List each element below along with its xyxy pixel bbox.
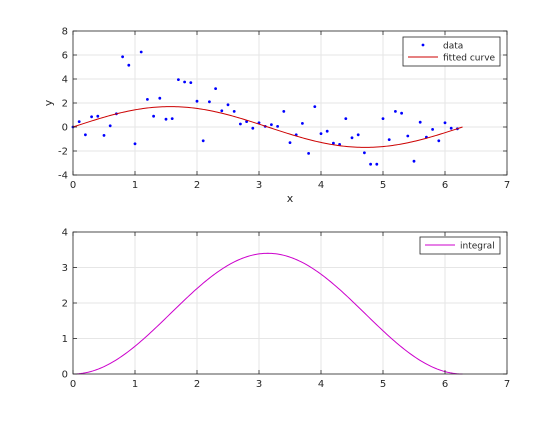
data-point	[418, 120, 422, 124]
data-point	[307, 152, 310, 155]
data-point	[301, 122, 304, 125]
y-tick-label: -2	[58, 147, 68, 158]
data-point	[381, 117, 385, 120]
data-point	[344, 117, 348, 120]
legend: integral	[419, 236, 501, 255]
legend-label: integral	[460, 242, 495, 252]
legend-box	[402, 36, 501, 67]
data-point	[369, 162, 372, 166]
data-point	[375, 162, 379, 166]
legend-label: fitted curve	[443, 54, 496, 64]
data-point	[96, 114, 100, 118]
data-point	[183, 80, 187, 84]
data-point	[350, 136, 354, 140]
data-point	[406, 134, 410, 138]
x-tick-label: 4	[318, 379, 324, 390]
x-tick-label: 3	[256, 180, 262, 191]
data-point	[90, 115, 93, 119]
y-tick-label: 4	[62, 75, 68, 86]
legend-marker	[421, 43, 425, 47]
data-point	[139, 50, 143, 54]
data-point	[276, 125, 279, 128]
x-tick-label: 0	[70, 180, 76, 191]
x-tick-label: 5	[380, 379, 386, 390]
data-point	[214, 87, 218, 90]
data-point	[400, 111, 403, 115]
data-point	[431, 127, 434, 131]
x-tick-label: 6	[442, 379, 448, 390]
x-tick-label: 2	[194, 180, 200, 191]
data-point	[77, 120, 81, 123]
data-point	[127, 63, 131, 67]
data-point	[84, 133, 87, 137]
data-point	[152, 114, 156, 118]
x-tick-label: 5	[380, 180, 386, 191]
y-tick-label: 8	[62, 27, 68, 38]
data-point	[158, 96, 162, 100]
y-tick-label: 6	[62, 51, 68, 62]
y-tick-label: 0	[62, 370, 68, 381]
data-point	[121, 55, 124, 59]
series-line-fitted-curve	[72, 106, 463, 148]
y-tick-label: 2	[62, 99, 68, 110]
data-point	[102, 134, 106, 137]
data-point	[164, 117, 168, 121]
x-tick-label: 1	[132, 379, 138, 390]
data-point	[282, 110, 286, 113]
data-point	[437, 139, 441, 143]
data-point	[220, 109, 224, 113]
x-tick-label: 0	[70, 379, 76, 390]
data-point	[195, 99, 199, 103]
data-point	[133, 142, 137, 146]
data-point	[201, 139, 205, 143]
data-point	[319, 132, 323, 136]
x-tick-label: 7	[504, 379, 510, 390]
data-point	[387, 138, 391, 142]
data-point	[449, 126, 453, 130]
x-tick-label: 4	[318, 180, 324, 191]
data-point	[288, 141, 292, 145]
y-tick-label: 1	[62, 334, 68, 345]
data-point	[170, 117, 174, 120]
y-tick-label: 3	[62, 263, 68, 274]
series-line-integral	[72, 252, 463, 375]
legend-box	[419, 236, 501, 255]
y-tick-label: 4	[62, 228, 68, 239]
data-point	[325, 129, 329, 133]
x-tick-label: 3	[256, 379, 262, 390]
data-point	[239, 122, 242, 126]
data-point	[443, 121, 447, 125]
x-tick-label: 2	[194, 379, 200, 390]
chart-1: 0 1 2 3 4 5 6 7 -4 -2 0 2 4 6 8 x y data fitted curve	[42, 27, 510, 206]
x-tick-label: 1	[132, 180, 138, 191]
x-tick-label: 7	[504, 180, 510, 191]
y-tick-label: -4	[58, 171, 68, 182]
legend: data fitted curve	[402, 36, 501, 67]
data-point	[313, 105, 317, 108]
data-point	[251, 126, 255, 130]
data-point	[363, 151, 366, 155]
data-point	[412, 159, 416, 163]
data-point	[208, 100, 211, 104]
x-tick-label: 6	[442, 180, 448, 191]
data-point	[270, 123, 273, 126]
data-point	[177, 78, 180, 81]
y-axis-label: y	[42, 99, 55, 106]
data-point	[332, 141, 335, 145]
data-point	[232, 110, 236, 113]
legend-label: data	[443, 42, 463, 52]
x-axis-label: x	[287, 192, 294, 205]
data-point	[146, 98, 149, 101]
data-point	[189, 81, 193, 84]
series-data	[71, 50, 459, 166]
y-tick-label: 2	[62, 299, 68, 310]
data-point	[356, 133, 360, 137]
data-point	[108, 124, 112, 128]
data-point	[394, 110, 397, 113]
chart-2: 0 1 2 3 4 5 6 7 0 1 2 3 4 integral	[62, 228, 511, 391]
y-tick-label: 0	[62, 123, 68, 134]
data-point	[226, 103, 230, 107]
